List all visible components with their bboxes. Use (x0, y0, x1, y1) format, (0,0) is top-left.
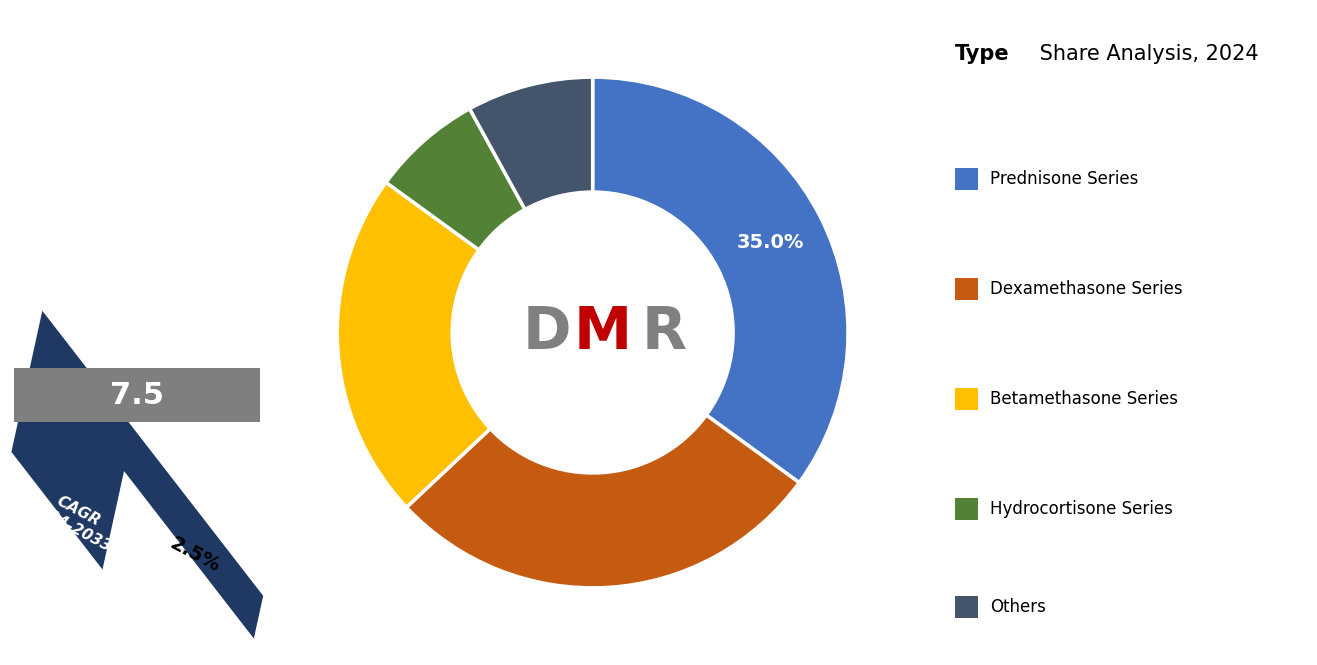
Text: 35.0%: 35.0% (736, 233, 803, 251)
Text: Share Analysis, 2024: Share Analysis, 2024 (1033, 45, 1259, 65)
Wedge shape (593, 77, 848, 483)
Wedge shape (386, 108, 525, 250)
Text: M: M (574, 304, 632, 361)
Text: Others: Others (990, 598, 1046, 616)
Text: 2.5%: 2.5% (166, 534, 223, 577)
FancyBboxPatch shape (955, 498, 979, 521)
Text: Prednisone Series: Prednisone Series (990, 170, 1139, 188)
FancyBboxPatch shape (955, 388, 979, 410)
Text: Dexamethasone Series: Dexamethasone Series (990, 280, 1183, 298)
Text: Type: Type (955, 45, 1009, 65)
Polygon shape (11, 309, 265, 665)
Text: R: R (641, 304, 686, 361)
Polygon shape (103, 471, 254, 665)
FancyBboxPatch shape (955, 168, 979, 190)
Text: Global Adrenocortical
Hormones API
Market Growth
Analysis Size
(USD Billion), 20: Global Adrenocortical Hormones API Marke… (54, 246, 220, 335)
Wedge shape (470, 77, 593, 209)
Text: CAGR
2024-2033: CAGR 2024-2033 (26, 483, 122, 555)
FancyBboxPatch shape (955, 597, 979, 618)
FancyBboxPatch shape (13, 368, 261, 422)
Text: Hydrocortisone Series: Hydrocortisone Series (990, 500, 1173, 519)
Text: D: D (523, 304, 572, 361)
FancyBboxPatch shape (955, 278, 979, 300)
Text: Dimension
Market
Research: Dimension Market Research (58, 47, 216, 132)
Text: Betamethasone Series: Betamethasone Series (990, 390, 1179, 408)
Text: 7.5: 7.5 (109, 380, 165, 410)
Wedge shape (407, 415, 799, 588)
Wedge shape (337, 182, 490, 507)
